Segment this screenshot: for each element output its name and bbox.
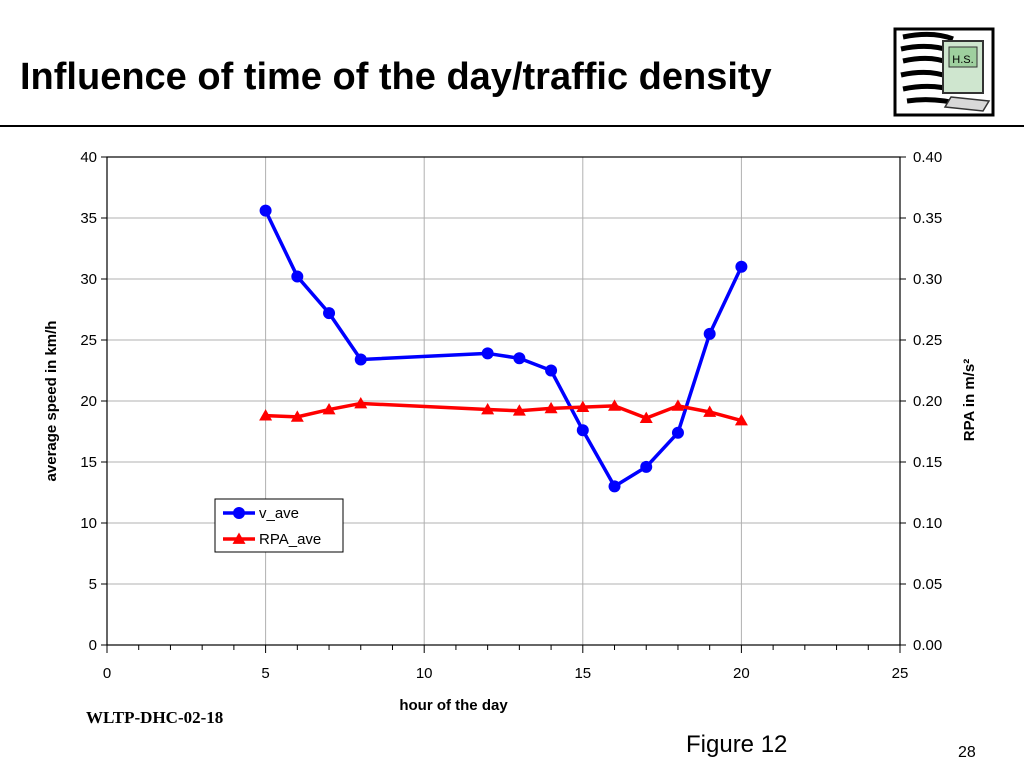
RPA_ave-point (576, 400, 590, 412)
grid-lines (107, 157, 900, 645)
RPA_ave-point (734, 414, 748, 426)
y-axis-title: average speed in km/h (43, 321, 60, 482)
RPA_ave-point (259, 409, 273, 421)
y-tick-label: 40 (80, 149, 97, 166)
v_ave-point (576, 424, 589, 437)
RPA_ave-point (322, 403, 336, 415)
legend-label-RPA_ave: RPA_ave (259, 531, 321, 548)
y-tick-label: 35 (80, 210, 97, 227)
y2-tick-label: 0.05 (913, 576, 942, 593)
title-divider (0, 125, 1024, 127)
v_ave-point (735, 260, 748, 273)
legend-label-v_ave: v_ave (259, 505, 299, 522)
legend-swatch-marker (233, 507, 245, 519)
y-tick-label: 10 (80, 515, 97, 532)
RPA_ave-point (544, 401, 558, 414)
y-tick-label: 5 (89, 576, 97, 593)
x-tick-label: 5 (261, 665, 269, 682)
RPA_ave-point (290, 410, 304, 422)
v_ave-point (513, 352, 526, 365)
v_ave-point (671, 426, 684, 439)
axes: 0 5 10 15 20 25 30 35 40 0.00 0.05 0.10 0.15 0.20 0.25… (43, 149, 978, 714)
RPA_ave-point (671, 399, 685, 411)
series (259, 204, 748, 493)
y2-tick-label: 0.35 (913, 210, 942, 227)
x-axis-title: hour of the day (399, 697, 508, 714)
v_ave-point (323, 307, 336, 320)
x-tick-label: 25 (892, 665, 909, 682)
y2-axis-title: RPA in m/s² (961, 359, 978, 442)
legend-swatch-marker (232, 532, 246, 544)
v_ave-point (354, 353, 367, 366)
RPA_ave-point (703, 405, 717, 417)
y-tick-label: 0 (89, 637, 97, 654)
slide-title: Influence of time of the day/traffic den… (20, 56, 772, 98)
RPA_ave-point (639, 411, 653, 423)
figure-label: Figure 12 (686, 731, 788, 758)
y2-tick-label: 0.00 (913, 637, 942, 654)
v_ave-point (608, 480, 621, 493)
RPA_ave-point (354, 396, 368, 409)
page-number: 28 (958, 744, 976, 761)
svg-text:H.S.: H.S. (952, 54, 973, 66)
y2-tick-label: 0.20 (913, 393, 942, 410)
x-tick-label: 20 (733, 665, 750, 682)
x-tick-label: 15 (574, 665, 591, 682)
y-tick-label: 15 (80, 454, 97, 471)
x-tick-label: 10 (416, 665, 433, 682)
RPA_ave-line (265, 401, 742, 423)
y2-tick-label: 0.10 (913, 515, 942, 532)
v_ave-point (703, 327, 716, 340)
v_ave-point (259, 204, 272, 217)
y2-tick-label: 0.15 (913, 454, 942, 471)
v_ave-point (481, 347, 494, 360)
x-tick-label: 0 (103, 665, 111, 682)
v_ave-point (291, 270, 304, 283)
v_ave-point (545, 364, 558, 377)
v_ave-point (640, 460, 653, 473)
y-tick-label: 30 (80, 271, 97, 288)
y2-tick-label: 0.30 (913, 271, 942, 288)
document-id: WLTP-DHC-02-18 (86, 708, 224, 727)
y-tick-label: 20 (80, 393, 97, 410)
RPA_ave-point (481, 403, 495, 415)
v_ave-line (264, 209, 743, 489)
y-tick-label: 25 (80, 332, 97, 349)
y2-tick-label: 0.25 (913, 332, 942, 349)
RPA_ave-point (512, 404, 526, 416)
RPA_ave-point (608, 399, 622, 411)
legend: v_ave RPA_ave (214, 498, 344, 553)
y2-tick-label: 0.40 (913, 149, 942, 166)
hs-logo: H.S. (893, 27, 995, 117)
